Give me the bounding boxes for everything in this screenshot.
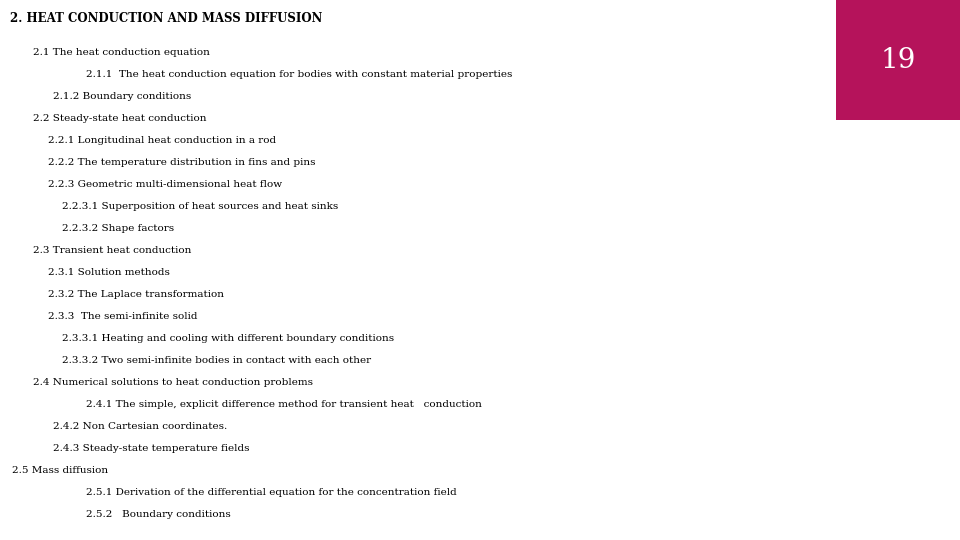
Text: 2.3.1 Solution methods: 2.3.1 Solution methods [48,268,170,277]
Text: 2.4 Numerical solutions to heat conduction problems: 2.4 Numerical solutions to heat conducti… [33,378,313,387]
Text: 2.4.2 Non Cartesian coordinates.: 2.4.2 Non Cartesian coordinates. [53,422,228,431]
Text: 2.5.2   Boundary conditions: 2.5.2 Boundary conditions [86,510,231,519]
Text: 2.4.1 The simple, explicit difference method for transient heat   conduction: 2.4.1 The simple, explicit difference me… [86,400,482,409]
Text: 2.2.3 Geometric multi-dimensional heat flow: 2.2.3 Geometric multi-dimensional heat f… [48,180,282,189]
Text: 2.2.3.1 Superposition of heat sources and heat sinks: 2.2.3.1 Superposition of heat sources an… [62,202,339,211]
Text: 19: 19 [880,46,916,73]
Text: 2.2.2 The temperature distribution in fins and pins: 2.2.2 The temperature distribution in fi… [48,158,316,167]
Text: 2.4.3 Steady-state temperature fields: 2.4.3 Steady-state temperature fields [53,444,250,453]
Text: 2.3.3  The semi-infinite solid: 2.3.3 The semi-infinite solid [48,312,198,321]
Text: 2.5.1 Derivation of the differential equation for the concentration field: 2.5.1 Derivation of the differential equ… [86,488,457,497]
Text: 2. HEAT CONDUCTION AND MASS DIFFUSION: 2. HEAT CONDUCTION AND MASS DIFFUSION [10,12,323,25]
Text: 2.1 The heat conduction equation: 2.1 The heat conduction equation [33,48,209,57]
Text: 2.3 Transient heat conduction: 2.3 Transient heat conduction [33,246,191,255]
Text: 2.2.3.2 Shape factors: 2.2.3.2 Shape factors [62,224,175,233]
Bar [836,0,960,120]
Text: 2.5 Mass diffusion: 2.5 Mass diffusion [12,466,108,475]
Text: 2.2.1 Longitudinal heat conduction in a rod: 2.2.1 Longitudinal heat conduction in a … [48,136,276,145]
Text: 2.1.1  The heat conduction equation for bodies with constant material properties: 2.1.1 The heat conduction equation for b… [86,70,513,79]
Text: 2.2 Steady-state heat conduction: 2.2 Steady-state heat conduction [33,114,206,123]
Text: 2.1.2 Boundary conditions: 2.1.2 Boundary conditions [53,92,191,101]
Text: 2.3.3.1 Heating and cooling with different boundary conditions: 2.3.3.1 Heating and cooling with differe… [62,334,395,343]
Text: 2.3.3.2 Two semi-infinite bodies in contact with each other: 2.3.3.2 Two semi-infinite bodies in cont… [62,356,372,365]
Text: 2.3.2 The Laplace transformation: 2.3.2 The Laplace transformation [48,290,224,299]
